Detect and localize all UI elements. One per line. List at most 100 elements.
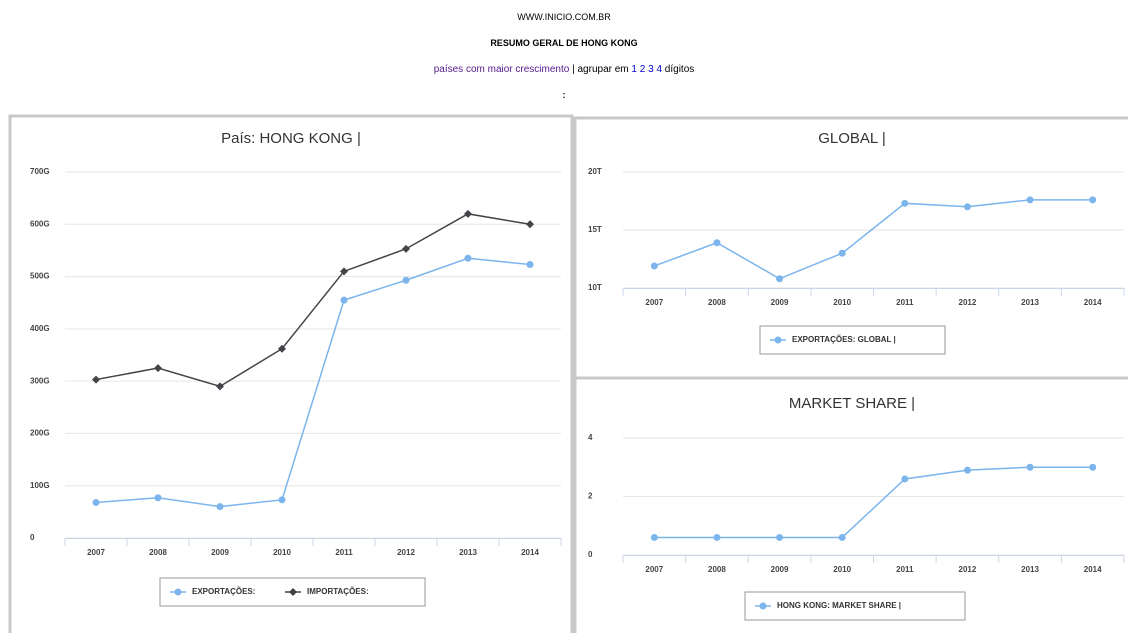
digit-link[interactable]: 3 [648, 64, 654, 75]
point [713, 533, 721, 541]
point [901, 199, 909, 207]
x-tick-label: 2014 [521, 548, 539, 557]
x-tick-label: 2007 [645, 565, 663, 574]
legend-marker [174, 588, 182, 596]
x-tick-label: 2008 [708, 298, 726, 307]
y-tick-label: 0 [588, 550, 593, 559]
digit-link[interactable]: 1 [631, 64, 637, 75]
x-tick-label: 2009 [771, 565, 789, 574]
panel [8, 114, 574, 633]
digit-link[interactable]: 4 [656, 64, 663, 75]
y-tick-label: 4 [588, 433, 593, 442]
legend-marker [289, 588, 297, 596]
legend-marker [774, 336, 782, 344]
series-line [654, 199, 1093, 280]
point [92, 375, 100, 384]
point [963, 466, 971, 474]
point [216, 382, 224, 391]
legend-label: HONG KONG: MARKET SHARE | [777, 601, 901, 610]
chart-title: País: HONG KONG | [221, 130, 361, 147]
point [526, 261, 534, 269]
legend-label: EXPORTAÇÕES: GLOBAL | [792, 335, 896, 344]
nav: países com maior crescimento | agrupar e… [0, 64, 1128, 75]
x-tick-label: 2012 [397, 548, 415, 557]
y-tick-label: 10T [588, 283, 602, 292]
y-tick-label: 400G [30, 324, 50, 333]
site-name: WWW.INICIO.COM.BR [517, 12, 611, 22]
y-tick-label: 300G [30, 376, 50, 385]
y-tick-label: 200G [30, 429, 50, 438]
point [340, 267, 348, 276]
suffix: dígitos [664, 64, 695, 75]
point [1026, 196, 1034, 204]
page-title: RESUMO GERAL DE HONG KONG [490, 38, 638, 48]
y-tick-label: 700G [30, 167, 50, 176]
point [776, 533, 784, 541]
growth-link[interactable]: países com maior crescimento [433, 64, 570, 75]
point [402, 244, 410, 253]
x-tick-label: 2013 [1021, 565, 1039, 574]
x-tick-label: 2010 [273, 548, 291, 557]
legend-box [759, 325, 946, 355]
point [1089, 196, 1097, 204]
legend-label: EXPORTAÇÕES: [192, 587, 255, 596]
point [464, 209, 472, 218]
x-tick-label: 2011 [335, 548, 353, 557]
x-tick-label: 2011 [896, 565, 914, 574]
point [154, 364, 162, 373]
point [901, 475, 909, 483]
x-tick-label: 2014 [1084, 565, 1102, 574]
x-tick-label: 2010 [833, 298, 851, 307]
x-tick-label: 2013 [459, 548, 477, 557]
y-tick-label: 0 [30, 533, 35, 542]
point [838, 249, 846, 257]
chart-title: MARKET SHARE | [789, 395, 915, 412]
x-tick-label: 2007 [87, 548, 105, 557]
series-line [95, 257, 531, 508]
y-tick-label: 15T [588, 225, 602, 234]
point [92, 498, 100, 506]
y-tick-label: 2 [588, 492, 593, 501]
point [838, 533, 846, 541]
y-tick-label: 20T [588, 167, 602, 176]
digit-link[interactable]: 2 [639, 64, 646, 75]
x-tick-label: 2011 [896, 298, 914, 307]
legend-marker [759, 602, 767, 610]
x-tick-label: 2012 [959, 298, 977, 307]
point [154, 494, 162, 502]
y-tick-label: 600G [30, 219, 50, 228]
point [216, 503, 224, 511]
separator: | [572, 64, 575, 75]
x-tick-label: 2009 [211, 548, 229, 557]
chart-title: GLOBAL | [818, 130, 886, 147]
point [776, 275, 784, 283]
legend-box [744, 591, 966, 621]
x-tick-label: 2008 [708, 565, 726, 574]
y-tick-label: 100G [30, 481, 50, 490]
point [650, 262, 658, 270]
panel [573, 376, 1128, 633]
point [1026, 463, 1034, 471]
x-tick-label: 2014 [1084, 298, 1102, 307]
point [713, 239, 721, 247]
series-line [654, 466, 1093, 539]
point [402, 276, 410, 284]
legend-label: IMPORTAÇÕES: [307, 587, 369, 596]
x-tick-label: 2012 [959, 565, 977, 574]
point [278, 344, 286, 353]
point [650, 533, 658, 541]
x-tick-label: 2009 [771, 298, 789, 307]
point [464, 254, 472, 262]
series-line [95, 213, 531, 388]
point [278, 496, 286, 504]
x-tick-label: 2010 [833, 565, 851, 574]
y-tick-label: 500G [30, 272, 50, 281]
colon: : [562, 90, 566, 100]
group-label: agrupar em [577, 64, 629, 75]
x-tick-label: 2013 [1021, 298, 1039, 307]
point [526, 220, 534, 229]
x-tick-label: 2007 [645, 298, 663, 307]
point [340, 296, 348, 304]
